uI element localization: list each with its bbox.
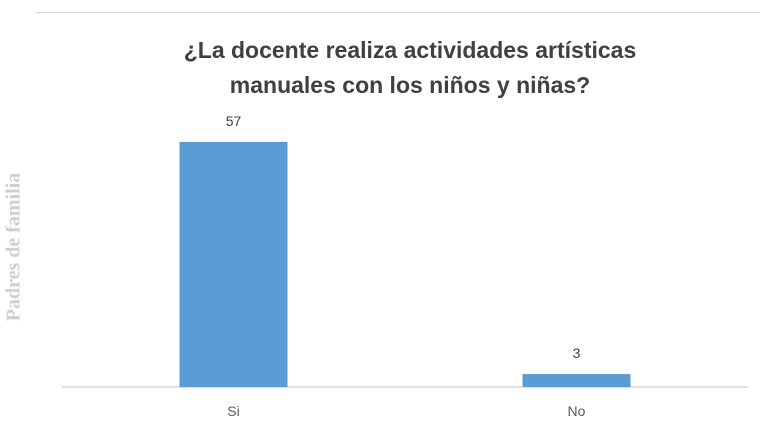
- chart-title-line-1: ¿La docente realiza actividades artístic…: [183, 37, 637, 63]
- data-label-si: 57: [226, 113, 242, 129]
- x-tick-label-no: No: [568, 403, 586, 419]
- x-tick-label-si: Si: [227, 403, 239, 419]
- bar-si: [179, 141, 288, 387]
- data-label-no: 3: [573, 345, 581, 361]
- bar-no: [522, 374, 631, 387]
- chart-title-line-2: manuales con los niños y niñas?: [229, 72, 591, 98]
- top-border-line: [36, 12, 760, 13]
